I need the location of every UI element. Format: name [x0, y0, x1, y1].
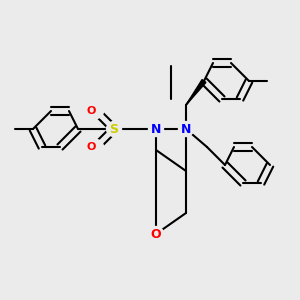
Text: S: S [110, 122, 118, 136]
Text: O: O [87, 142, 96, 152]
Text: N: N [181, 122, 191, 136]
Text: O: O [87, 106, 96, 116]
Text: N: N [151, 122, 161, 136]
Circle shape [148, 122, 164, 136]
Text: O: O [151, 227, 161, 241]
Circle shape [178, 122, 194, 136]
Circle shape [148, 226, 164, 242]
Circle shape [88, 103, 104, 118]
Polygon shape [186, 80, 206, 105]
Circle shape [88, 140, 104, 154]
Circle shape [106, 122, 122, 136]
